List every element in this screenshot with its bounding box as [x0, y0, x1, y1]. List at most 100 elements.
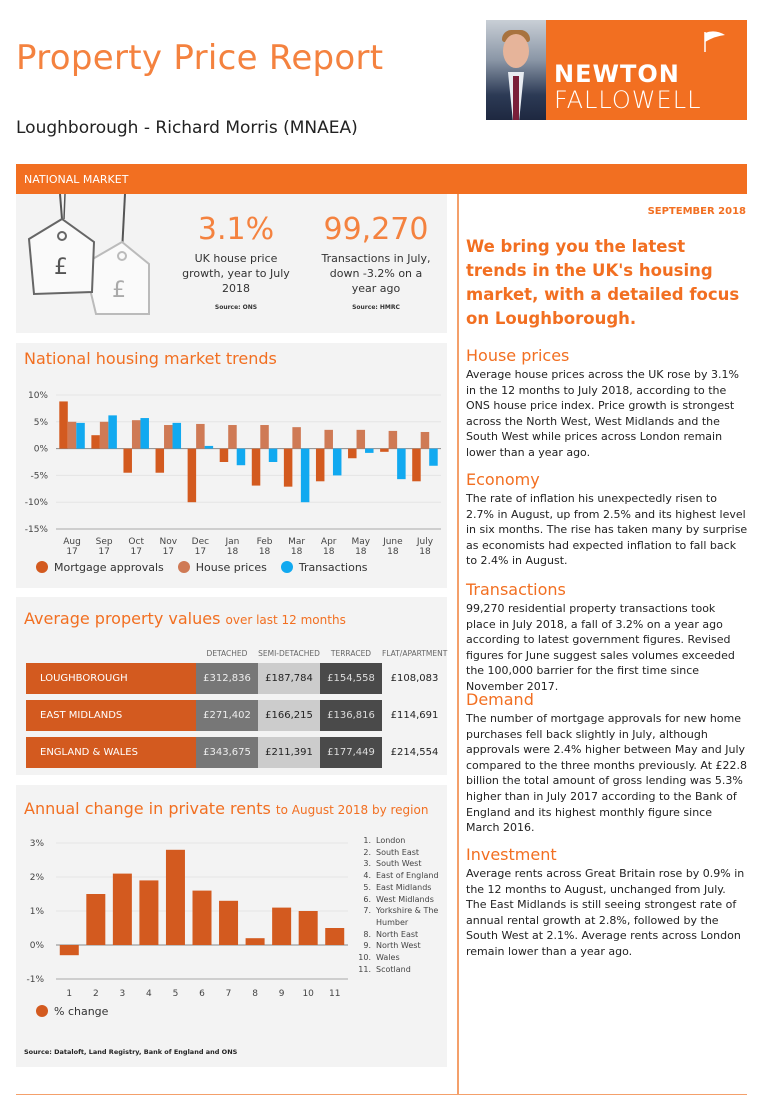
y-tick-label: 3% [30, 839, 45, 849]
x-tick-label: 17 [98, 547, 109, 557]
x-tick-label: 6 [199, 989, 205, 999]
bar-house-prices [67, 421, 77, 449]
rents-title-main: Annual change in private rents [24, 799, 271, 818]
region-number: 4. [363, 871, 371, 881]
x-tick-label: 18 [355, 547, 367, 557]
x-tick-label: Jan [225, 537, 240, 547]
region-item: 6. West Midlands [354, 894, 456, 906]
x-tick-label: 18 [387, 547, 399, 557]
bar-transactions [429, 448, 438, 466]
agent-photo [486, 20, 546, 120]
region-name: Scotland [376, 964, 411, 974]
svg-text:£: £ [112, 278, 126, 303]
value-cell: £108,083 [382, 663, 447, 694]
bar-rent-change [219, 900, 239, 945]
x-tick-label: 17 [195, 547, 206, 557]
col-header: FLAT/APARTMENT [382, 649, 448, 658]
x-tick-label: Aug [63, 537, 81, 547]
section-body: Average rents across Great Britain rose … [466, 867, 745, 958]
bar-transactions [300, 448, 310, 503]
region-name: North West [376, 941, 421, 951]
report-month: SEPTEMBER 2018 [647, 206, 746, 217]
area-label: EAST MIDLANDS [26, 700, 196, 731]
trends-panel: National housing market trends 10% 5% 0% -5… [16, 343, 447, 588]
bar-house-prices [260, 425, 269, 449]
region-number: 7. [363, 906, 371, 916]
bar-transactions [76, 422, 85, 449]
article-section: Transactions 99,270 residential property … [466, 580, 748, 695]
col-header: SEMI-DETACHED [258, 649, 320, 658]
value-cell: £211,391 [258, 737, 320, 768]
article-section: Investment Average rents across Great Bri… [466, 845, 748, 960]
logo-line1: NEWTON [554, 60, 680, 88]
legend-swatch [177, 561, 190, 573]
x-tick-label: 9 [279, 989, 285, 999]
legend-label: House prices [195, 561, 267, 574]
x-tick-label: 1 [66, 989, 72, 999]
article-section: Demand The number of mortgage approvals f… [466, 690, 748, 836]
x-tick-label: 2 [93, 989, 99, 999]
section-body: Average house prices across the UK rose … [466, 368, 739, 459]
trends-legend: Mortgage approvals House prices Transactio… [36, 561, 368, 574]
values-title-suffix: over last 12 months [225, 613, 346, 627]
region-name: South East [376, 847, 420, 857]
x-tick-label: 18 [259, 547, 271, 557]
region-item: 1. London [354, 835, 456, 847]
national-market-panel: £ £ 3.1% UK house price growth, year to … [16, 194, 447, 333]
value-cell: £114,691 [382, 700, 447, 731]
bar-transactions [204, 445, 214, 449]
value-cell: £154,558 [320, 663, 382, 694]
bar-transactions [108, 415, 117, 449]
value-cell: £136,816 [320, 700, 382, 731]
section-heading: Transactions [466, 580, 566, 599]
region-number: 6. [363, 894, 371, 904]
bar-rent-change [112, 873, 132, 945]
region-item: 9. North West [354, 940, 456, 952]
x-tick-label: 10 [302, 989, 314, 999]
x-tick-label: 17 [130, 547, 141, 557]
x-tick-label: Mar [288, 537, 305, 547]
region-name: Wales [376, 953, 400, 963]
x-tick-label: 4 [146, 989, 152, 999]
rents-chart: 3% 2% 1% 0% -1% 1 2 3 4 5 6 7 8 9 10 11 [26, 839, 348, 999]
intro-text: We bring you the latest trends in the UK… [466, 237, 740, 328]
region-item: 11. Scotland [354, 964, 456, 976]
rents-source: Source: Dataloft, Land Registry, Bank of… [24, 1048, 238, 1056]
trends-title: National housing market trends [24, 349, 277, 368]
bar-mortgage-approvals [412, 448, 421, 482]
bar-house-prices [99, 421, 109, 449]
bar-mortgage-approvals [315, 448, 325, 482]
value-cell: £214,554 [382, 737, 447, 768]
bar-rent-change [59, 945, 79, 956]
bar-transactions [236, 448, 246, 466]
bar-transactions [365, 448, 374, 453]
y-tick-label: -5% [30, 471, 48, 481]
x-tick-label: Oct [128, 537, 144, 547]
region-name: South West [376, 859, 422, 869]
bar-house-prices [164, 425, 173, 449]
value-cell: £177,449 [320, 737, 382, 768]
col-header: TERRACED [330, 649, 372, 658]
x-tick-label: Apr [321, 537, 337, 547]
x-tick-label: Sep [96, 537, 113, 547]
region-item: 2. South East [354, 847, 456, 859]
values-title: Average property values over last 12 mon… [24, 609, 346, 628]
section-heading: Investment [466, 845, 557, 864]
x-tick-label: 17 [66, 547, 77, 557]
region-name: Yorkshire & The Humber [376, 906, 439, 927]
article-section: Economy The rate of inflation his unexpec… [466, 470, 748, 569]
page-title: Property Price Report [16, 38, 384, 78]
region-number: 3. [363, 859, 371, 869]
stat-value: 99,270 [323, 212, 429, 247]
bar-transactions [172, 422, 182, 449]
section-heading: Economy [466, 470, 540, 489]
values-panel: Average property values over last 12 mon… [16, 597, 447, 775]
region-item: 5. East Midlands [354, 882, 456, 894]
value-cell: £312,836 [196, 663, 258, 694]
column-divider [457, 194, 459, 1094]
legend-swatch [36, 561, 48, 573]
area-label: LOUGHBOROUGH [26, 663, 196, 694]
svg-text:£: £ [54, 255, 68, 280]
x-tick-label: 18 [419, 547, 431, 557]
legend-item: Mortgage approvals [36, 561, 164, 574]
